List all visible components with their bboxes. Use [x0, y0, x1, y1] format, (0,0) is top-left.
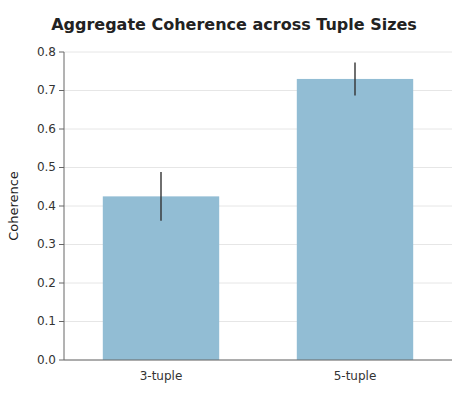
y-axis: 0.0 0.1 0.2 0.3 0.4 0.5 0.6 0.7 0.8: [37, 45, 452, 367]
y-tick-label: 0.3: [37, 237, 56, 251]
y-tick-label: 0.4: [37, 199, 56, 213]
y-tick: [59, 52, 64, 53]
y-tick-label: 0.8: [37, 45, 56, 59]
bar: [103, 196, 219, 360]
x-tick-label: 5-tuple: [334, 369, 377, 383]
marks: [103, 62, 413, 360]
x-tick-label: 3-tuple: [140, 369, 183, 383]
y-tick: [59, 283, 64, 284]
y-tick: [59, 244, 64, 245]
y-tick: [59, 129, 64, 130]
grid-line: [64, 360, 452, 361]
y-axis-line: [64, 52, 65, 360]
y-tick: [59, 90, 64, 91]
chart-svg: 0.0 0.1 0.2 0.3 0.4 0.5 0.6 0.7 0.8 3-tuple 5-tupl…: [0, 0, 468, 404]
y-tick-label: 0.6: [37, 122, 56, 136]
y-tick: [59, 360, 64, 361]
y-tick-label: 0.5: [37, 160, 56, 174]
y-axis-label: Coherence: [6, 171, 21, 241]
y-tick: [59, 321, 64, 322]
y-tick: [59, 206, 64, 207]
chart-container: 0.0 0.1 0.2 0.3 0.4 0.5 0.6 0.7 0.8 3-tuple 5-tupl…: [0, 0, 468, 404]
chart-title: Aggregate Coherence across Tuple Sizes: [51, 15, 417, 34]
y-tick-label: 0.7: [37, 83, 56, 97]
bar: [297, 79, 413, 360]
error-bar: [160, 172, 161, 221]
y-tick-label: 0.1: [37, 314, 56, 328]
y-tick-label: 0.2: [37, 276, 56, 290]
grid-line: [64, 52, 452, 53]
y-tick-label: 0.0: [37, 353, 56, 367]
x-axis-line: [64, 360, 452, 361]
y-tick: [59, 167, 64, 168]
error-bar: [354, 62, 355, 95]
